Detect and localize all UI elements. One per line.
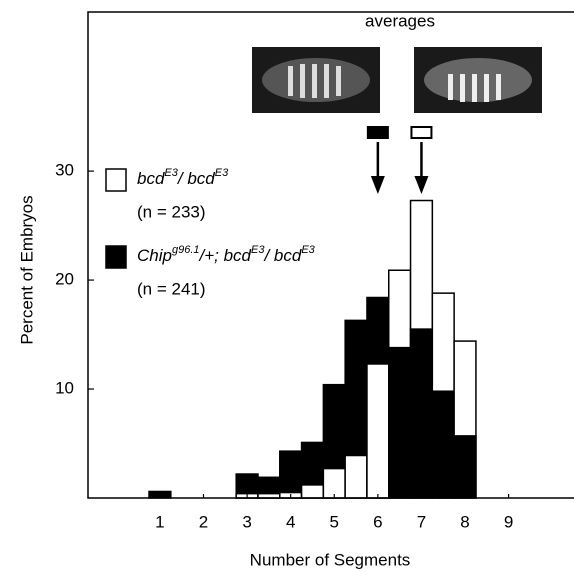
axis-frame [87,11,574,499]
legend-label-part: / bcd [177,169,215,188]
embryo-image-left [252,47,380,113]
legend-label-part: bcd [137,169,165,188]
y-axis-label: Percent of Embryos [17,195,36,344]
x-tick-label: 9 [504,512,513,531]
legend-swatch [105,245,127,269]
bar [344,454,368,499]
legend-count: (n = 241) [137,279,206,298]
bar [409,328,434,499]
legend-label-part: E3 [301,244,315,256]
embryo-image-right [414,47,542,113]
bar [431,390,455,499]
legend-label: Chipg96.1/+; bcdE3/ bcdE3 [137,244,316,266]
bar [388,346,412,499]
y-tick-label: 20 [55,270,74,289]
legend-label-part: Chip [137,246,172,265]
average-arrowhead [414,176,429,194]
bar [366,363,390,499]
legend-label-part: E3 [164,167,178,179]
legend-label: bcdE3/ bcdE3 [137,167,229,189]
x-tick-label: 5 [330,512,339,531]
legend-count: (n = 233) [137,202,206,221]
x-tick-label: 4 [286,512,295,531]
bar [300,484,325,499]
legend-label-part: E3 [215,167,229,179]
x-tick-label: 7 [417,512,426,531]
y-tick-label: 30 [55,161,74,180]
legend-swatch [105,168,127,192]
x-tick-label: 6 [373,512,382,531]
legend-label-part: /+; bcd [199,246,252,265]
average-marker [366,126,389,139]
legend-label-part: / bcd [263,246,301,265]
x-tick-label: 1 [155,512,164,531]
y-tick-label: 10 [55,379,74,398]
annotation: averages [365,11,435,30]
x-axis-label: Number of Segments [250,550,411,569]
bar [279,450,303,499]
legend-label-part: g96.1 [172,244,200,256]
average-arrowhead [370,176,385,194]
x-tick-label: 2 [199,512,208,531]
x-tick-label: 3 [242,512,251,531]
bar [322,467,346,499]
average-marker [410,126,433,139]
bar [453,435,477,499]
legend-label-part: E3 [251,244,265,256]
x-tick-label: 8 [460,512,469,531]
